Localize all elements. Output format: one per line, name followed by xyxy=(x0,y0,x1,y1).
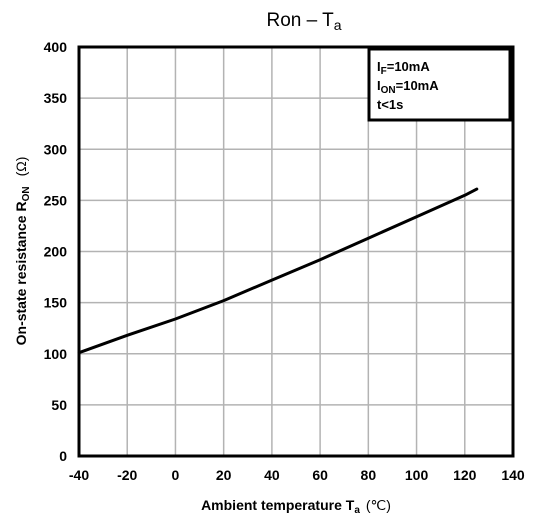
chart-title-main: Ron – T xyxy=(266,10,334,31)
chart-title: Ron – Ta xyxy=(266,10,341,33)
y-tick-label: 250 xyxy=(44,192,68,208)
y-tick-label: 50 xyxy=(51,397,67,413)
conditions-box-frame xyxy=(367,47,512,122)
x-tick-label: 140 xyxy=(501,467,525,483)
y-tick-label: 300 xyxy=(44,141,68,157)
x-tick-label: 60 xyxy=(312,467,328,483)
x-tick-label: 100 xyxy=(405,467,429,483)
y-tick-label: 200 xyxy=(44,244,68,260)
series-line xyxy=(77,187,479,355)
x-tick-label: -20 xyxy=(117,467,137,483)
y-tick-labels: 0 50 100 150 200 250 300 350 400 xyxy=(44,39,68,464)
x-tick-label: 0 xyxy=(172,467,180,483)
x-axis-label: Ambient temperature Ta (℃) xyxy=(201,497,391,516)
y-tick-label: 0 xyxy=(59,448,67,464)
y-axis-label: On-state resistance RON(Ω) xyxy=(13,157,32,346)
condition-if: IF=10mA xyxy=(377,59,430,77)
x-tick-label: 80 xyxy=(361,467,377,483)
x-tick-label: 120 xyxy=(453,467,477,483)
y-tick-label: 100 xyxy=(44,346,68,362)
x-tick-labels: -40 -20 0 20 40 60 80 100 120 140 xyxy=(69,467,525,483)
x-tick-label: 20 xyxy=(216,467,232,483)
chart-title-sub: a xyxy=(334,17,342,33)
condition-ion: ION=10mA xyxy=(377,78,439,96)
y-tick-label: 150 xyxy=(44,295,68,311)
x-tick-label: -40 xyxy=(69,467,89,483)
y-tick-label: 350 xyxy=(44,90,68,106)
x-tick-label: 40 xyxy=(264,467,280,483)
conditions-box: IF=10mA ION=10mA t<1s xyxy=(367,47,512,122)
plot-frame xyxy=(77,45,515,458)
y-tick-label: 400 xyxy=(44,39,68,55)
condition-t: t<1s xyxy=(377,97,403,112)
data-series xyxy=(77,187,479,355)
